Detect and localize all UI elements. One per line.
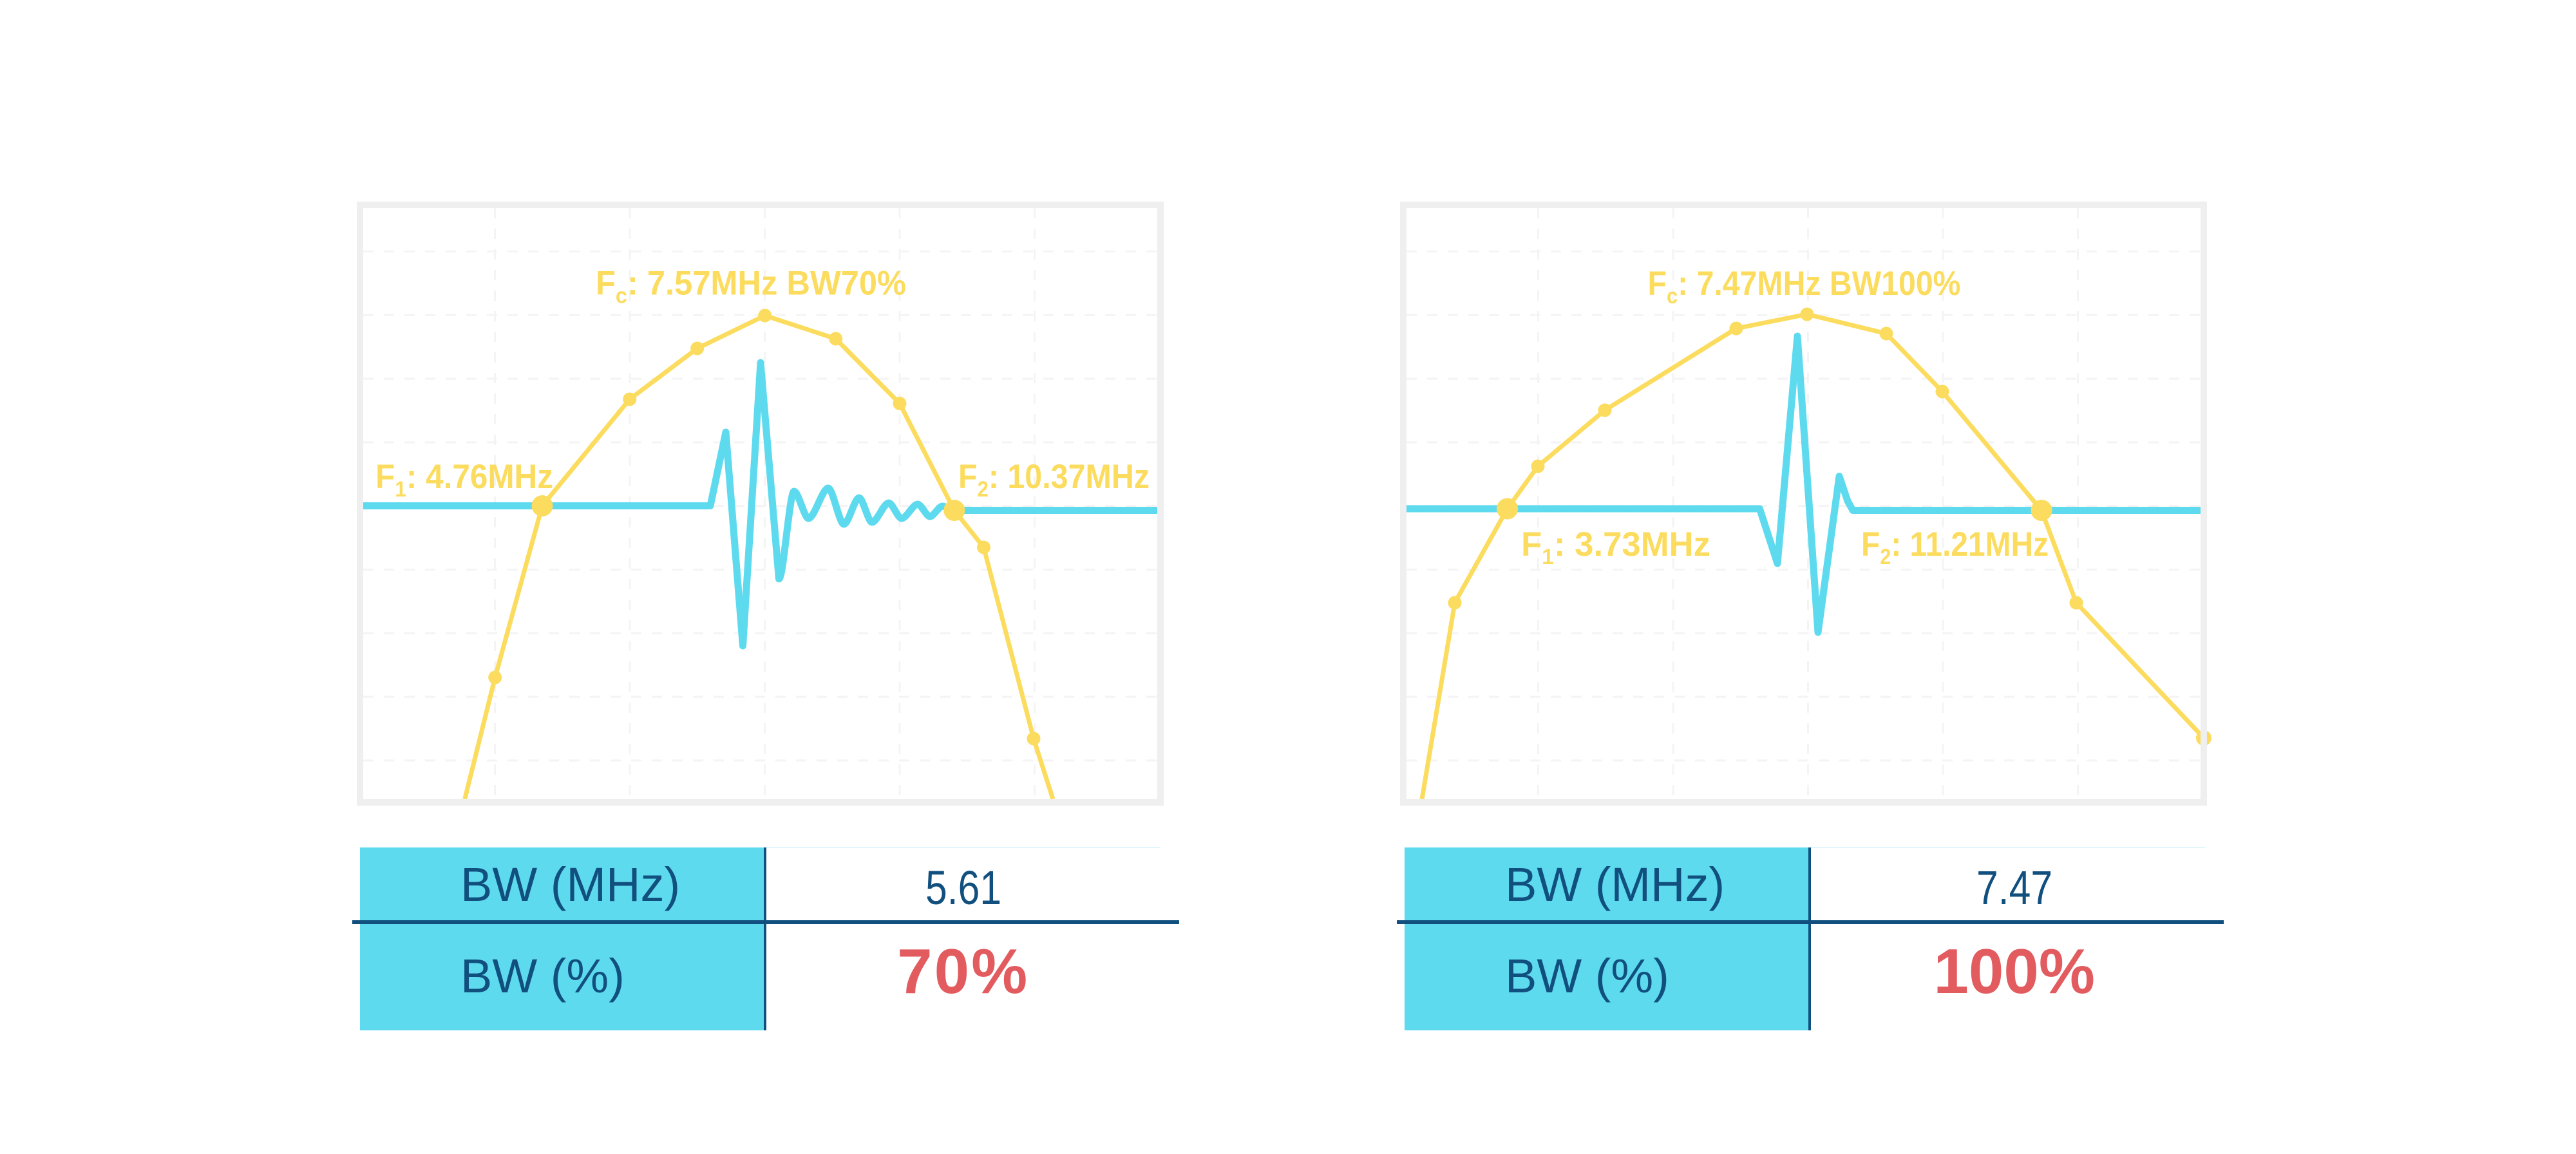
svg-text:F2: 11.21MHz: F2: 11.21MHz	[1861, 525, 2049, 569]
svg-text:Fc: 7.47MHz BW100%: Fc: 7.47MHz BW100%	[1648, 265, 1961, 308]
svg-text:F2: 10.37MHz: F2: 10.37MHz	[958, 458, 1150, 502]
svg-text:Fc: 7.57MHz BW70%: Fc: 7.57MHz BW70%	[596, 265, 906, 308]
